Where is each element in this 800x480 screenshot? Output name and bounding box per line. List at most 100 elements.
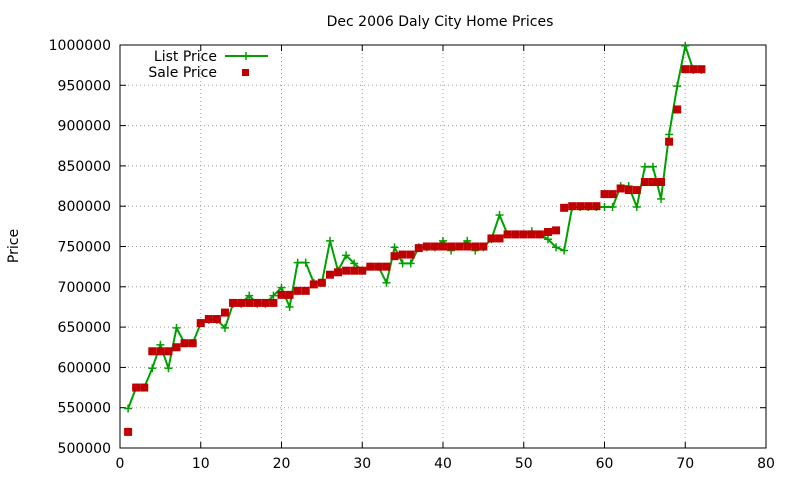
x-tick-label: 10 (192, 456, 210, 472)
sale-price-point (229, 298, 238, 307)
sale-price-point (543, 227, 552, 236)
list-price-point (608, 203, 617, 212)
sale-price-point (689, 65, 698, 74)
y-tick-label: 500000 (58, 441, 111, 457)
list-price-point (560, 246, 569, 255)
sale-price-point (293, 286, 302, 295)
sale-price-point (560, 203, 569, 212)
y-axis-label: Price (6, 229, 22, 263)
legend-marker-sale-price (242, 69, 249, 76)
sale-price-point (398, 250, 407, 259)
legend-marker-list-price (242, 52, 250, 60)
sale-price-point (519, 230, 528, 239)
sale-price-point (132, 383, 141, 392)
list-price-point (382, 278, 391, 287)
sale-price-point (196, 319, 205, 328)
sale-price-point (535, 230, 544, 239)
list-price-point (342, 251, 351, 260)
x-tick-label: 70 (676, 456, 694, 472)
list-price-point (350, 259, 359, 268)
sale-price-point (552, 226, 561, 235)
list-price-point (681, 41, 690, 50)
sale-price-point (511, 230, 520, 239)
list-price-point (495, 211, 504, 220)
sale-price-point (503, 230, 512, 239)
sale-price-point (576, 202, 585, 211)
sale-price-point (285, 290, 294, 299)
x-tick-label: 20 (273, 456, 291, 472)
sale-price-point (148, 347, 157, 356)
sale-price-point (140, 383, 149, 392)
sale-price-point (325, 270, 334, 279)
list-price-point (269, 291, 278, 300)
sale-price-point (269, 298, 278, 307)
list-price-point (220, 323, 229, 332)
sale-price-point (608, 190, 617, 199)
sale-price-point (584, 202, 593, 211)
sale-price-point (439, 242, 447, 251)
sale-price-point (455, 242, 464, 251)
list-price-point (325, 236, 334, 245)
sale-price-point (237, 298, 246, 307)
y-tick-label: 750000 (58, 240, 111, 256)
list-price-line (127, 41, 702, 409)
list-price-point (293, 258, 302, 267)
sale-price-point (382, 262, 391, 271)
sale-price-point (495, 234, 504, 243)
sale-price-point (309, 280, 318, 289)
sale-price-point (527, 230, 536, 239)
list-price-point (543, 235, 552, 244)
x-tick-label: 50 (515, 456, 533, 472)
legend: List Price Sale Price (148, 49, 268, 81)
list-price-point (285, 302, 294, 311)
sale-price-point (156, 347, 165, 356)
sale-price-point (697, 65, 706, 74)
list-price-point (301, 258, 310, 267)
sale-price-point (253, 298, 262, 307)
sale-price-point (632, 186, 641, 195)
sale-price-point (471, 242, 480, 251)
sale-price-point (124, 427, 133, 436)
list-price-point (398, 259, 407, 268)
sale-price-point (277, 290, 286, 299)
sale-price-point (350, 266, 359, 275)
sale-price-point (358, 266, 367, 275)
sale-price-point (390, 252, 399, 261)
list-price-point (124, 404, 133, 413)
sale-price-point (479, 242, 488, 251)
sale-price-point (422, 242, 431, 251)
y-tick-label: 650000 (58, 320, 111, 336)
list-price-point (277, 283, 286, 292)
list-price-point (390, 243, 399, 252)
sale-price-point (245, 298, 254, 307)
y-tick-label: 900000 (58, 119, 111, 135)
series-layer (124, 41, 706, 436)
y-tick-label: 700000 (58, 280, 111, 296)
sale-price-point (334, 268, 343, 277)
sale-price-point (681, 65, 690, 74)
list-price-point (657, 194, 666, 203)
sale-price-point (172, 343, 181, 352)
list-price-point (552, 243, 561, 252)
sale-price-point (414, 244, 423, 253)
legend-label-list-price: List Price (154, 49, 217, 65)
sale-price-point (616, 184, 625, 193)
sale-price-point (430, 242, 439, 251)
sale-price-point (317, 278, 326, 287)
sale-price-point (568, 202, 577, 211)
list-price-point (245, 291, 254, 300)
list-price-point (673, 82, 682, 91)
sale-price-point (463, 242, 472, 251)
sale-price-point (648, 178, 657, 187)
y-tick-label: 1000000 (49, 38, 111, 54)
sale-price-point (600, 190, 609, 199)
list-price-point (172, 323, 181, 332)
sale-price-point (657, 178, 666, 187)
y-tick-label: 550000 (58, 401, 111, 417)
tick-labels: 0 10 20 30 40 50 60 70 80 500000 550000 600000 65000… (49, 38, 775, 472)
sale-price-point (665, 137, 674, 146)
sale-price-point (204, 315, 213, 324)
y-tick-label: 850000 (58, 159, 111, 175)
sale-price-point (212, 315, 221, 324)
